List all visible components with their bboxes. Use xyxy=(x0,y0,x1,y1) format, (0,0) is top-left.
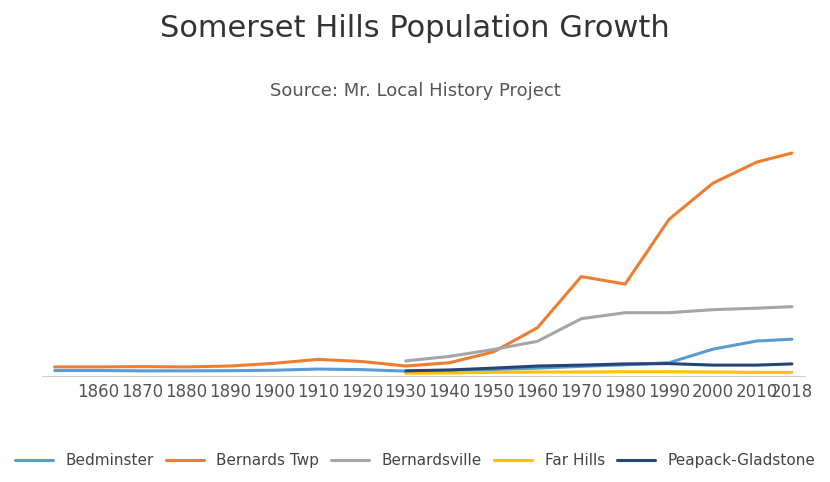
Far Hills xyxy=(576,369,586,375)
Bedminster xyxy=(787,336,797,342)
Bernards Twp xyxy=(225,363,235,369)
Bedminster xyxy=(664,360,674,365)
Line: Far Hills: Far Hills xyxy=(406,372,792,373)
Line: Bernards Twp: Bernards Twp xyxy=(55,153,792,367)
Peapack-Gladstone xyxy=(787,361,797,367)
Line: Bernardsville: Bernardsville xyxy=(406,307,792,361)
Bernards Twp xyxy=(269,361,279,366)
Far Hills xyxy=(664,369,674,375)
Line: Peapack-Gladstone: Peapack-Gladstone xyxy=(406,363,792,371)
Bernardsville xyxy=(489,347,499,352)
Peapack-Gladstone xyxy=(489,365,499,371)
Peapack-Gladstone xyxy=(752,362,762,368)
Bedminster xyxy=(94,368,104,374)
Legend: Bedminster, Bernards Twp, Bernardsville, Far Hills, Peapack-Gladstone: Bedminster, Bernards Twp, Bernardsville,… xyxy=(8,447,822,474)
Bernardsville xyxy=(708,307,718,313)
Bernardsville xyxy=(787,304,797,309)
Bedminster xyxy=(708,346,718,352)
Bernards Twp xyxy=(181,364,191,370)
Bernardsville xyxy=(752,305,762,311)
Bernards Twp xyxy=(489,349,499,355)
Peapack-Gladstone xyxy=(445,367,455,373)
Line: Bedminster: Bedminster xyxy=(55,339,792,371)
Bedminster xyxy=(620,362,630,368)
Far Hills xyxy=(787,369,797,375)
Bernards Twp xyxy=(357,359,367,364)
Peapack-Gladstone xyxy=(401,368,411,374)
Bernards Twp xyxy=(401,363,411,369)
Bernards Twp xyxy=(787,150,797,156)
Peapack-Gladstone xyxy=(708,362,718,368)
Bernards Twp xyxy=(445,360,455,365)
Bedminster xyxy=(752,338,762,344)
Bernards Twp xyxy=(620,281,630,287)
Bedminster xyxy=(576,363,586,369)
Bernards Twp xyxy=(708,180,718,186)
Far Hills xyxy=(445,370,455,376)
Bernards Twp xyxy=(138,364,148,370)
Bedminster xyxy=(489,367,499,373)
Bernards Twp xyxy=(94,364,104,370)
Bedminster xyxy=(269,367,279,373)
Bedminster xyxy=(225,368,235,374)
Bedminster xyxy=(313,366,323,372)
Bedminster xyxy=(401,368,411,374)
Bernards Twp xyxy=(50,364,60,370)
Bernards Twp xyxy=(664,216,674,222)
Peapack-Gladstone xyxy=(664,361,674,366)
Peapack-Gladstone xyxy=(576,362,586,368)
Bernards Twp xyxy=(313,357,323,362)
Bedminster xyxy=(357,367,367,373)
Text: Source: Mr. Local History Project: Source: Mr. Local History Project xyxy=(270,82,560,100)
Far Hills xyxy=(752,369,762,375)
Bedminster xyxy=(138,368,148,374)
Far Hills xyxy=(489,369,499,375)
Bernards Twp xyxy=(752,159,762,165)
Bedminster xyxy=(445,368,455,374)
Text: Somerset Hills Population Growth: Somerset Hills Population Growth xyxy=(160,14,670,43)
Far Hills xyxy=(401,370,411,376)
Far Hills xyxy=(708,369,718,375)
Far Hills xyxy=(620,369,630,375)
Bernardsville xyxy=(576,316,586,321)
Bedminster xyxy=(50,368,60,374)
Bernards Twp xyxy=(576,274,586,280)
Bedminster xyxy=(181,368,191,374)
Bernards Twp xyxy=(532,325,542,331)
Far Hills xyxy=(532,369,542,375)
Peapack-Gladstone xyxy=(620,361,630,367)
Bernardsville xyxy=(664,310,674,316)
Bernardsville xyxy=(620,310,630,316)
Bernardsville xyxy=(532,338,542,344)
Bernardsville xyxy=(401,358,411,364)
Bedminster xyxy=(532,365,542,371)
Peapack-Gladstone xyxy=(532,363,542,369)
Bernardsville xyxy=(445,353,455,359)
